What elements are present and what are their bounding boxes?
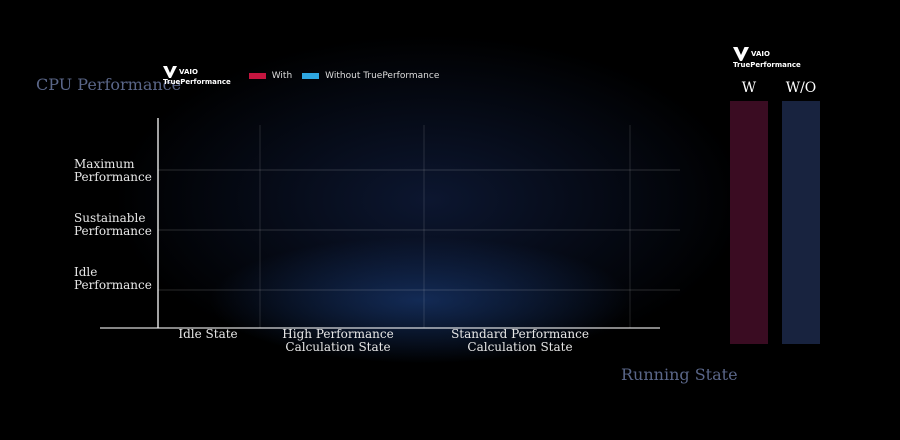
- legend-label-without: Without TruePerformance: [325, 71, 440, 81]
- vaio-logo-icon: [733, 47, 749, 61]
- gridlines: [158, 125, 680, 328]
- logo-product: TruePerformance: [163, 78, 231, 86]
- x-tick-label-line2: Calculation State: [285, 340, 391, 354]
- vaio-logo: VAIO TruePerformance: [163, 66, 231, 86]
- x-tick-label-line1: Standard Performance: [451, 327, 589, 341]
- axes: [100, 118, 660, 329]
- x-axis-title-text: Running State: [621, 365, 738, 384]
- x-axis-title: Running State: [621, 365, 738, 384]
- x-tick-label-line2: Calculation State: [467, 340, 573, 354]
- legend-item-with: With: [248, 71, 293, 81]
- x-tick-label-high-performance: High Performance Calculation State: [282, 328, 393, 354]
- x-tick-label-line1: High Performance: [282, 327, 394, 341]
- y-tick-label-line2: Performance: [74, 170, 152, 184]
- x-tick-label-line1: Idle State: [178, 327, 238, 341]
- legend-item-without: Without TruePerformance: [302, 71, 439, 81]
- x-tick-label-idle-state: Idle State: [178, 328, 237, 341]
- y-tick-label-idle: Idle Performance: [74, 266, 152, 292]
- side-bar-label-with: W: [741, 80, 757, 96]
- y-tick-label-line1: Sustainable: [74, 211, 146, 225]
- y-axis-title-text: CPU Performance: [36, 75, 182, 94]
- y-tick-label-line2: Performance: [74, 278, 152, 292]
- y-axis-title: CPU Performance: [36, 76, 181, 94]
- y-tick-label-sustainable: Sustainable Performance: [74, 212, 152, 238]
- side-vaio-logo: VAIO TruePerformance: [733, 47, 801, 69]
- legend-swatch-without: [302, 73, 320, 79]
- logo-brand: VAIO: [179, 68, 198, 76]
- side-bar-with: [730, 101, 768, 344]
- y-tick-label-line1: Maximum: [74, 157, 135, 171]
- side-bar-without: [782, 101, 820, 344]
- side-bar-label-without: W/O: [785, 80, 817, 96]
- logo-product: TruePerformance: [733, 61, 801, 69]
- y-tick-label-line2: Performance: [74, 224, 152, 238]
- y-tick-label-maximum: Maximum Performance: [74, 158, 152, 184]
- legend-swatch-with: [248, 73, 266, 79]
- x-tick-label-standard-performance: Standard Performance Calculation State: [451, 328, 589, 354]
- y-tick-label-line1: Idle: [74, 265, 98, 279]
- logo-brand: VAIO: [751, 50, 770, 58]
- legend-label-with: With: [271, 71, 293, 81]
- legend: VAIO TruePerformance With Without TruePe…: [163, 64, 449, 88]
- vaio-logo-icon: [163, 66, 177, 78]
